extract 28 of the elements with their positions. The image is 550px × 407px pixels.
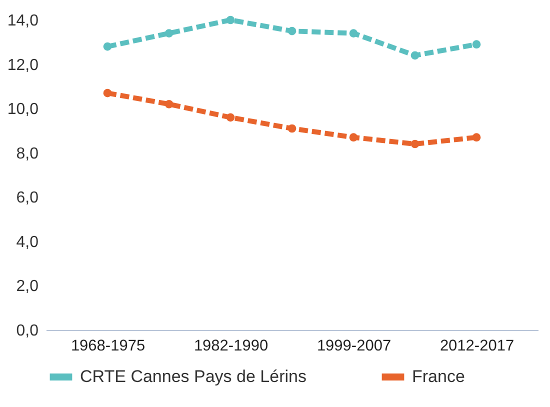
y-tick-label: 10,0 <box>7 101 39 118</box>
point <box>103 42 112 51</box>
y-tick-label: 14,0 <box>7 12 39 30</box>
point <box>164 29 174 38</box>
y-tick-label: 4,0 <box>16 234 39 251</box>
y-tick-label: 6,0 <box>16 190 39 207</box>
x-tick-label: 1968-1975 <box>70 338 146 354</box>
point <box>410 140 420 148</box>
point <box>349 133 358 142</box>
x-tick-label: 1982-1990 <box>194 338 268 354</box>
point <box>349 29 358 38</box>
point <box>103 88 112 98</box>
legend-label: France <box>412 367 465 386</box>
y-tick-label: 0,0 <box>16 322 39 340</box>
y-tick-label: 12,0 <box>7 56 39 74</box>
y-tick-label: 8,0 <box>16 145 39 162</box>
point <box>288 124 296 133</box>
legend-label: CRTE Cannes Pays de Lérins <box>80 367 306 386</box>
point <box>164 100 174 108</box>
point <box>226 16 235 24</box>
point <box>472 40 481 49</box>
point <box>410 51 420 60</box>
y-tick-label: 2,0 <box>16 278 39 296</box>
x-tick-label: 1999-2007 <box>316 338 392 354</box>
x-tick-label: 2012-2017 <box>440 338 514 354</box>
point <box>472 133 481 142</box>
point <box>226 113 235 122</box>
point <box>288 26 296 36</box>
